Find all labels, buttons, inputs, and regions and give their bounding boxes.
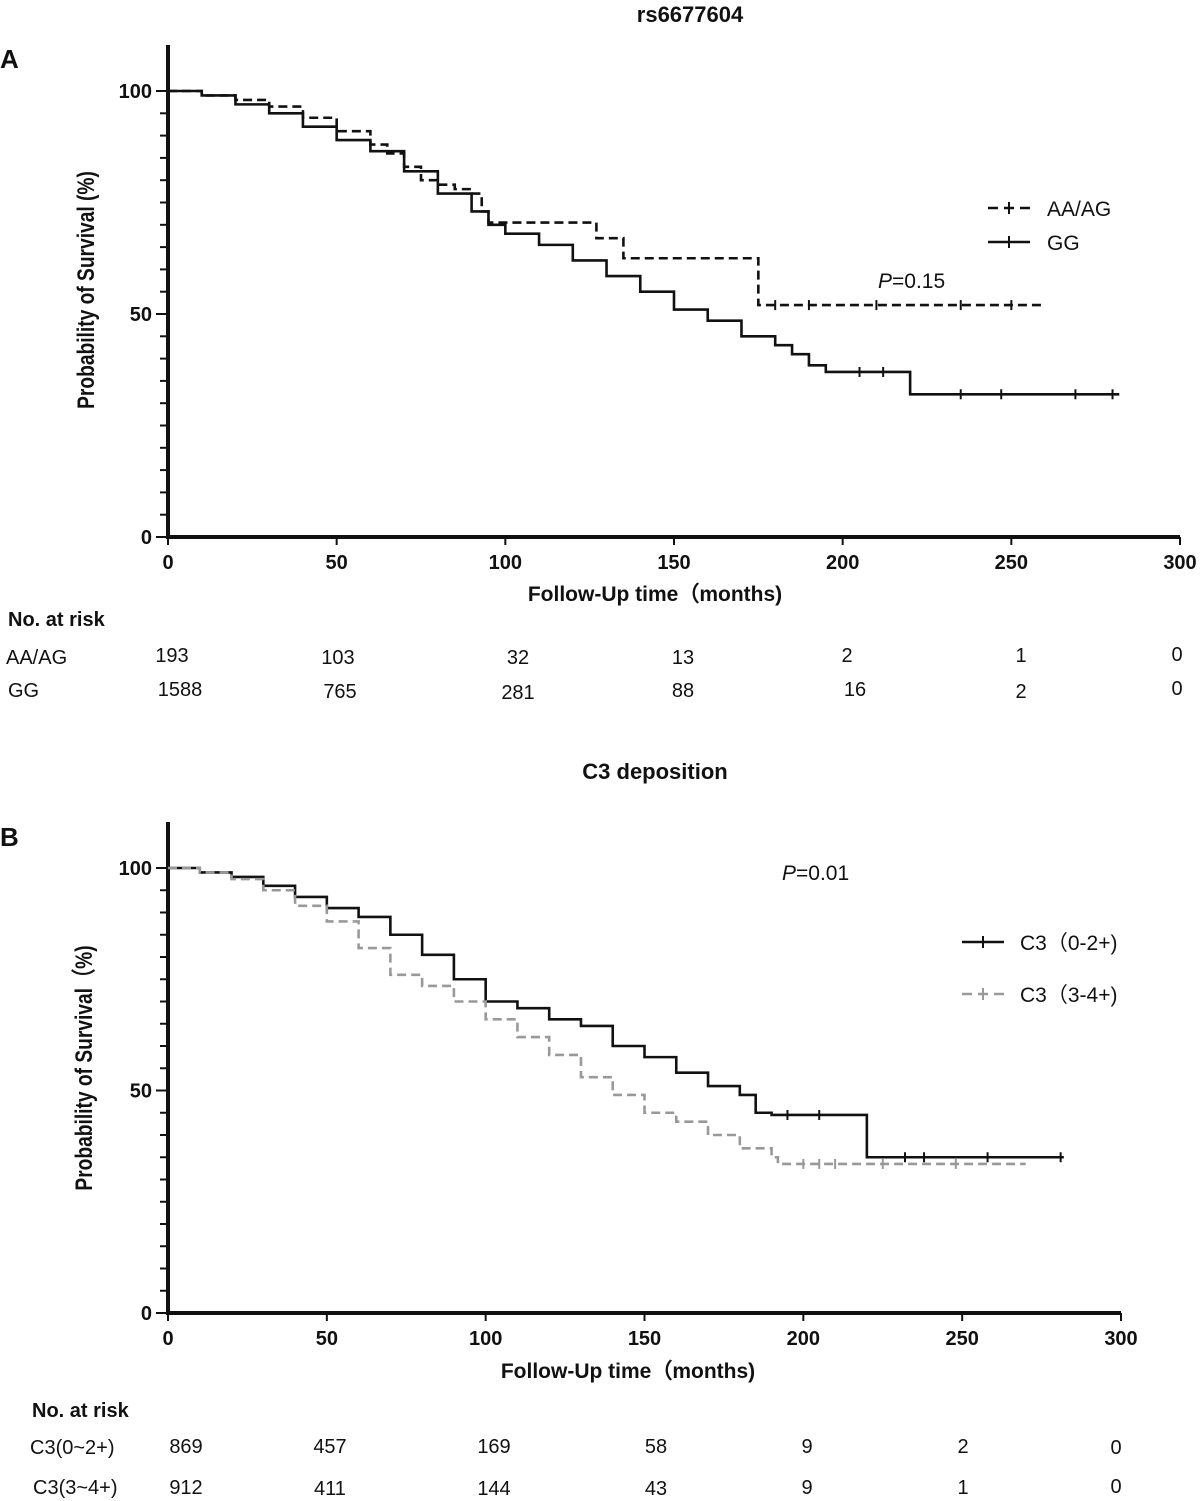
risk-cell: 869 [169, 1436, 202, 1458]
risk-cell: 1 [1015, 645, 1026, 667]
x-tick-label: 50 [316, 1328, 338, 1350]
risk-cell: 169 [477, 1436, 510, 1458]
risk-row-values: 1588 765 281 88 16 2 0 [158, 678, 1183, 704]
y-axis-label: Probability of Survival (%) [72, 171, 100, 409]
legend-label-gg: GG [1047, 232, 1080, 255]
y-axis-ticks: 0 50 100 [119, 858, 168, 1325]
p-value-number: =0.15 [892, 270, 945, 293]
risk-cell: 457 [313, 1436, 346, 1458]
legend-label-c3-high: C3（3-4+) [1020, 984, 1117, 1007]
x-tick-label: 0 [162, 552, 173, 574]
series-group [168, 89, 1120, 400]
risk-cell: 912 [169, 1477, 202, 1499]
risk-cell: 0 [1171, 678, 1182, 700]
panel-label: B [0, 822, 19, 852]
risk-cell: 2 [1015, 681, 1026, 703]
risk-table-title: No. at risk [32, 1400, 130, 1422]
risk-cell: 2 [841, 645, 852, 667]
panel-label: A [0, 44, 19, 74]
risk-table-title: No. at risk [8, 609, 106, 631]
risk-cell: 411 [314, 1478, 346, 1500]
risk-cell: 32 [507, 647, 529, 669]
survival-curve-gg [168, 89, 1120, 396]
legend-label-aa-ag: AA/AG [1047, 198, 1111, 221]
legend: AA/AG GG [988, 198, 1111, 255]
x-axis-label: Follow-Up time（months) [528, 582, 782, 606]
risk-row-values: 193 103 32 13 2 1 0 [155, 644, 1182, 669]
y-tick-label: 50 [130, 1081, 152, 1103]
chart-title: rs6677604 [637, 2, 744, 27]
p-value-annotation: P=0.01 [782, 862, 849, 885]
x-tick-label: 100 [489, 552, 522, 574]
x-axis-ticks: 0 50 100 150 200 250 300 [162, 1313, 1138, 1350]
series-group [168, 866, 1064, 1169]
p-value-number: =0.01 [796, 862, 849, 885]
risk-cell: 103 [321, 647, 354, 669]
risk-cell: 9 [801, 1477, 812, 1499]
x-tick-label: 150 [628, 1328, 661, 1350]
x-tick-label: 300 [1163, 552, 1196, 574]
x-tick-label: 200 [787, 1328, 820, 1350]
survival-curve-c3-0-2 [168, 866, 1064, 1159]
survival-curve-c3-3-4 [168, 866, 1026, 1166]
risk-cell: 193 [155, 645, 188, 667]
legend: C3（0-2+) C3（3-4+) [962, 932, 1117, 1007]
risk-row-label: AA/AG [6, 647, 67, 669]
risk-cell: 88 [672, 680, 694, 702]
p-value-symbol: P [782, 862, 796, 885]
x-tick-label: 100 [469, 1328, 502, 1350]
risk-cell: 0 [1110, 1437, 1121, 1459]
y-tick-label: 50 [130, 304, 152, 326]
panel-b: C3 deposition B 0 50 100 150 200 250 300 05010… [0, 759, 1138, 1500]
risk-cell: 43 [645, 1478, 667, 1500]
risk-cell: 2 [957, 1436, 968, 1458]
risk-row-values: 912 411 144 43 9 1 0 [169, 1476, 1121, 1500]
y-axis-label: Probability of Survival（%) [70, 945, 98, 1190]
risk-cell: 58 [645, 1436, 667, 1458]
risk-cell: 16 [844, 679, 866, 701]
legend-label-c3-low: C3（0-2+) [1020, 932, 1117, 955]
risk-cell: 0 [1110, 1476, 1121, 1498]
risk-cell: 1 [957, 1477, 968, 1499]
risk-row-values: 869 457 169 58 9 2 0 [169, 1436, 1121, 1459]
chart-title: C3 deposition [582, 759, 727, 784]
x-tick-label: 50 [326, 552, 348, 574]
risk-cell: 0 [1171, 644, 1182, 666]
risk-cell: 9 [801, 1436, 812, 1458]
risk-cell: 13 [672, 647, 694, 669]
y-axis-ticks: 0 50 100 [119, 81, 168, 549]
y-tick-label: 100 [119, 858, 152, 880]
x-tick-label: 0 [162, 1328, 173, 1350]
risk-row-label: C3(0~2+) [30, 1437, 115, 1459]
risk-cell: 281 [501, 682, 534, 704]
survival-curve-aa-ag [168, 89, 1046, 307]
risk-cell: 765 [323, 681, 356, 703]
x-tick-label: 200 [826, 552, 859, 574]
x-axis-label: Follow-Up time（months) [501, 1359, 755, 1383]
y-tick-label: 0 [141, 1303, 152, 1325]
x-tick-label: 150 [657, 552, 690, 574]
x-tick-label: 300 [1104, 1328, 1137, 1350]
risk-cell: 1588 [158, 679, 203, 701]
p-value-annotation: P=0.15 [878, 270, 945, 293]
risk-cell: 144 [477, 1478, 510, 1500]
risk-row-label: GG [8, 680, 39, 702]
y-tick-label: 100 [119, 81, 152, 103]
x-tick-label: 250 [945, 1328, 978, 1350]
x-tick-label: 250 [995, 552, 1028, 574]
risk-row-label: C3(3~4+) [33, 1477, 118, 1499]
x-axis-ticks: 0 50 100 150 200 250 300 [162, 537, 1197, 574]
p-value-symbol: P [878, 270, 892, 293]
y-tick-label: 0 [141, 527, 152, 549]
